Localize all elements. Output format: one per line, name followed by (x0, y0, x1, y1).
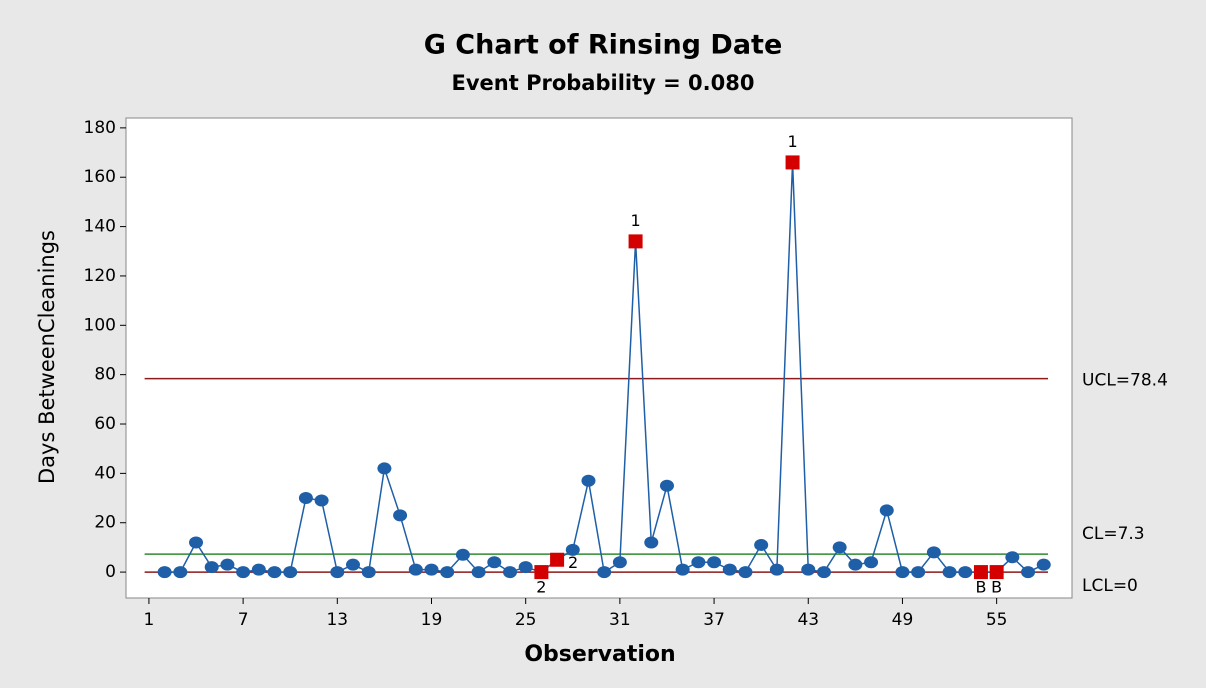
data-point (926, 546, 941, 559)
data-point (612, 556, 627, 569)
flagged-point (973, 565, 988, 580)
y-tick-label: 0 (105, 562, 116, 582)
flag-label: 2 (536, 578, 546, 597)
y-tick-label: 140 (84, 217, 116, 237)
x-tick-label: 43 (797, 610, 819, 630)
flag-label: 1 (630, 211, 640, 230)
y-tick-label: 20 (94, 513, 116, 533)
y-tick-label: 40 (94, 463, 116, 483)
data-point (911, 566, 926, 579)
data-point (440, 566, 455, 579)
data-point (597, 566, 612, 579)
data-point (393, 509, 408, 522)
flagged-point (534, 565, 549, 580)
data-point (722, 563, 737, 576)
flagged-point (628, 234, 643, 249)
data-point (691, 556, 706, 569)
data-point (408, 563, 423, 576)
flag-label: 1 (787, 132, 797, 151)
x-tick-label: 31 (609, 610, 631, 630)
data-point (581, 474, 596, 487)
data-point (283, 566, 298, 579)
data-point (1036, 558, 1051, 571)
y-tick-label: 180 (84, 118, 116, 138)
data-point (157, 566, 172, 579)
data-point (173, 566, 188, 579)
x-tick-label: 19 (421, 610, 443, 630)
data-point (1005, 551, 1020, 564)
y-tick-label: 160 (84, 167, 116, 187)
flagged-point (550, 552, 565, 567)
x-tick-label: 55 (986, 610, 1008, 630)
x-axis-label: Observation (524, 642, 675, 667)
x-tick-label: 13 (326, 610, 348, 630)
x-tick-label: 37 (703, 610, 725, 630)
data-point (189, 536, 204, 549)
flag-label: B (975, 578, 986, 597)
data-point (958, 566, 973, 579)
data-point (251, 563, 266, 576)
data-point (377, 462, 392, 475)
data-point (487, 556, 502, 569)
data-point (236, 566, 251, 579)
data-point (267, 566, 282, 579)
control-limit-label: LCL=0 (1082, 576, 1138, 596)
chart-title: G Chart of Rinsing Date (424, 30, 783, 61)
flagged-point (989, 565, 1004, 580)
control-limit-label: UCL=78.4 (1082, 371, 1168, 391)
data-point (659, 479, 674, 492)
data-point (816, 566, 831, 579)
data-point (942, 566, 957, 579)
y-tick-label: 100 (84, 315, 116, 335)
data-point (848, 558, 863, 571)
data-point (346, 558, 361, 571)
flagged-point (785, 155, 800, 170)
data-point (707, 556, 722, 569)
data-point (832, 541, 847, 554)
chart-subtitle: Event Probability = 0.080 (452, 71, 755, 95)
control-limit-label: CL=7.3 (1082, 524, 1145, 544)
data-point (675, 563, 690, 576)
flag-label: 2 (568, 553, 578, 572)
data-point (502, 566, 517, 579)
plot-area (125, 117, 1073, 599)
data-point (754, 538, 769, 551)
y-tick-label: 60 (94, 414, 116, 434)
data-point (518, 561, 533, 574)
data-point (769, 563, 784, 576)
data-point (801, 563, 816, 576)
x-tick-label: 49 (892, 610, 914, 630)
data-point (864, 556, 879, 569)
data-point (298, 492, 313, 505)
data-point (204, 561, 219, 574)
y-tick-label: 80 (94, 365, 116, 385)
data-point (565, 543, 580, 556)
data-point (644, 536, 659, 549)
data-point (455, 548, 470, 561)
x-tick-label: 7 (238, 610, 249, 630)
y-tick-label: 120 (84, 266, 116, 286)
data-point (220, 558, 235, 571)
data-point (471, 566, 486, 579)
flag-label: B (991, 578, 1002, 597)
data-point (1021, 566, 1036, 579)
x-tick-label: 1 (144, 610, 155, 630)
data-point (895, 566, 910, 579)
x-tick-label: 25 (515, 610, 537, 630)
data-point (330, 566, 345, 579)
data-point (424, 563, 439, 576)
y-axis-label: Days BetweenCleanings (35, 230, 59, 484)
data-point (879, 504, 894, 517)
data-point (314, 494, 329, 507)
data-point (361, 566, 376, 579)
data-point (738, 566, 753, 579)
